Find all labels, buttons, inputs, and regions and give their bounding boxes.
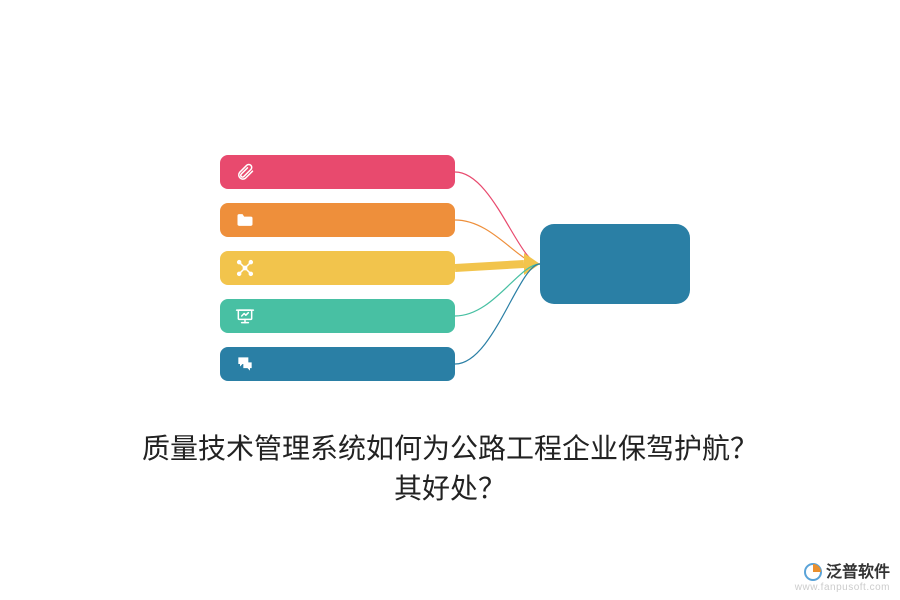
diagram-canvas: 质量技术管理系统如何为公路工程企业保驾护航？ 其好处？ 泛普软件 www.fan… [0, 0, 900, 600]
watermark-brand: 泛普软件 [795, 563, 890, 582]
watermark-brand-text: 泛普软件 [826, 563, 890, 582]
watermark-url: www.fanpusoft.com [795, 582, 890, 594]
diagram-title: 质量技术管理系统如何为公路工程企业保驾护航？ 其好处？ [0, 430, 900, 510]
presentation-icon [232, 303, 258, 329]
folder-icon [232, 207, 258, 233]
chat-icon [232, 351, 258, 377]
title-line-2: 其好处？ [0, 470, 900, 510]
source-bar-5 [220, 347, 455, 381]
source-bar-3 [220, 251, 455, 285]
source-bar-1 [220, 155, 455, 189]
paperclip-icon [232, 159, 258, 185]
watermark-logo-icon [804, 563, 822, 581]
source-bar-4 [220, 299, 455, 333]
network-icon [232, 255, 258, 281]
source-bar-2 [220, 203, 455, 237]
target-box [540, 224, 690, 304]
watermark: 泛普软件 www.fanpusoft.com [795, 563, 890, 594]
title-line-1: 质量技术管理系统如何为公路工程企业保驾护航？ [0, 430, 900, 470]
